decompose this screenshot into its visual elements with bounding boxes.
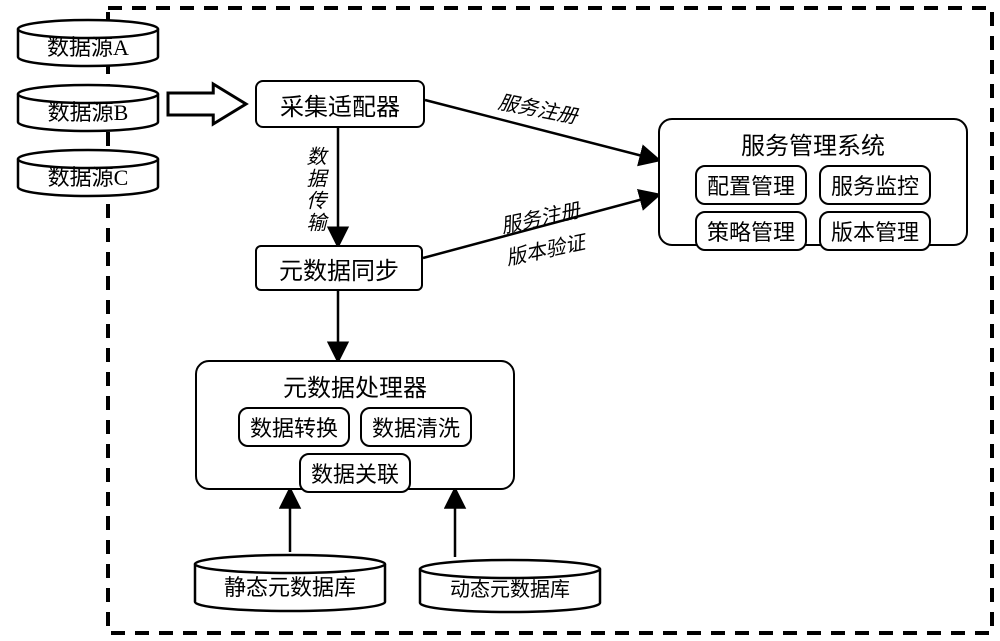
adapter-label: 采集适配器: [280, 87, 400, 122]
sync-label: 元数据同步: [279, 251, 399, 286]
sub-pol: 策略管理: [695, 211, 807, 251]
sub-cfg: 配置管理: [695, 165, 807, 205]
sub-data-assoc: 数据关联: [299, 453, 411, 493]
adapter-node: 采集适配器: [255, 80, 425, 128]
processor-subs: 数据转换 数据清洗 数据关联: [197, 407, 513, 501]
sync-node: 元数据同步: [255, 245, 423, 291]
sub-data-convert: 数据转换: [238, 407, 350, 447]
dsC-label: 数据源C: [18, 160, 158, 192]
dsB-label: 数据源B: [18, 95, 158, 127]
sub-data-clean: 数据清洗: [360, 407, 472, 447]
dsA-label: 数据源A: [18, 30, 158, 62]
processor-title: 元数据处理器: [197, 368, 513, 403]
mgmt-container: 服务管理系统 配置管理 服务监控 策略管理 版本管理: [658, 118, 968, 246]
dynamicDB-label: 动态元数据库: [420, 573, 600, 602]
mgmt-title: 服务管理系统: [660, 126, 966, 161]
processor-container: 元数据处理器 数据转换 数据清洗 数据关联: [195, 360, 515, 490]
mgmt-subs: 配置管理 服务监控 策略管理 版本管理: [660, 165, 966, 259]
sub-ver: 版本管理: [819, 211, 931, 251]
diagram-canvas: 采集适配器 元数据同步 元数据处理器 数据转换 数据清洗 数据关联 服务管理系统…: [0, 0, 1000, 641]
sub-mon: 服务监控: [819, 165, 931, 205]
staticDB-label: 静态元数据库: [195, 570, 385, 602]
label-svc-reg-1: 服务注册: [496, 86, 580, 130]
label-data-transfer: 数据传输: [300, 146, 329, 234]
